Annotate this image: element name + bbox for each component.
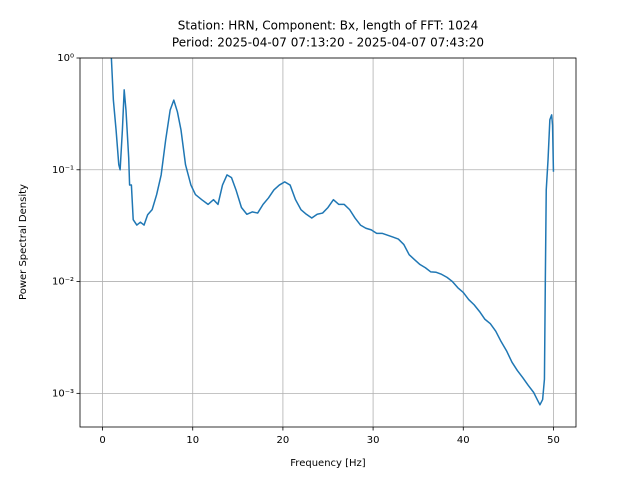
y-tick-label: 10⁰ xyxy=(57,53,74,64)
chart-title: Period: 2025-04-07 07:13:20 - 2025-04-07… xyxy=(172,36,484,50)
x-tick-label: 30 xyxy=(367,435,380,446)
x-tick-label: 20 xyxy=(277,435,290,446)
x-tick-label: 40 xyxy=(457,435,470,446)
chart-title: Station: HRN, Component: Bx, length of F… xyxy=(178,19,478,33)
data-line xyxy=(110,58,555,406)
y-axis-label: Power Spectral Density xyxy=(18,184,29,300)
y-tick-label: 10⁻² xyxy=(52,277,74,288)
y-tick-label: 10⁻³ xyxy=(52,388,74,399)
plot-area: 0 10 20 30 40 50 10⁻³ 10⁻² 10⁻¹ 10⁰ xyxy=(52,53,576,446)
x-tick-label: 10 xyxy=(186,435,199,446)
axes-frame xyxy=(79,57,577,428)
x-tick-label: 0 xyxy=(99,435,105,446)
x-tick-label: 50 xyxy=(547,435,560,446)
x-axis-label: Frequency [Hz] xyxy=(290,458,366,469)
y-tick-label: 10⁻¹ xyxy=(52,165,74,176)
